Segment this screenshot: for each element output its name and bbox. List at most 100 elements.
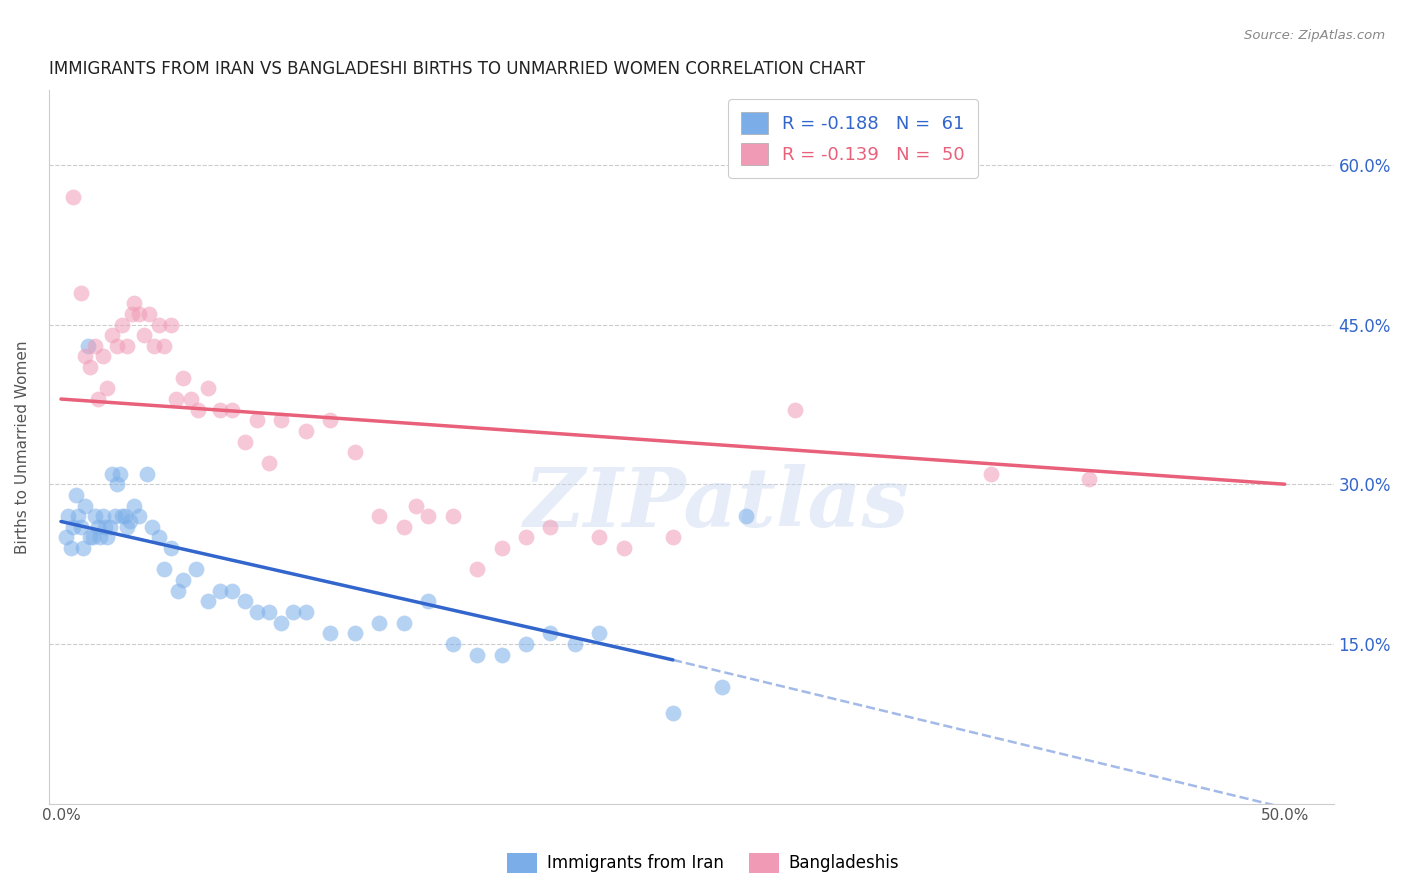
Point bbox=[343, 626, 366, 640]
Point bbox=[257, 456, 280, 470]
Point bbox=[392, 615, 415, 630]
Point bbox=[96, 381, 118, 395]
Point bbox=[124, 499, 146, 513]
Point bbox=[118, 515, 141, 529]
Point bbox=[111, 318, 134, 332]
Point bbox=[111, 509, 134, 524]
Point bbox=[128, 509, 150, 524]
Point bbox=[540, 626, 562, 640]
Point bbox=[294, 424, 316, 438]
Point bbox=[209, 402, 232, 417]
Point bbox=[167, 583, 190, 598]
Point bbox=[197, 594, 219, 608]
Point bbox=[405, 499, 427, 513]
Point bbox=[180, 392, 202, 406]
Point bbox=[138, 307, 160, 321]
Text: ZIPatlas: ZIPatlas bbox=[524, 464, 910, 544]
Point bbox=[105, 339, 128, 353]
Point bbox=[233, 594, 256, 608]
Legend: Immigrants from Iran, Bangladeshis: Immigrants from Iran, Bangladeshis bbox=[501, 847, 905, 880]
Point bbox=[77, 339, 100, 353]
Point bbox=[270, 615, 292, 630]
Point bbox=[441, 637, 464, 651]
Point bbox=[101, 328, 124, 343]
Point bbox=[564, 637, 586, 651]
Point bbox=[86, 520, 108, 534]
Point bbox=[416, 509, 439, 524]
Point bbox=[368, 509, 391, 524]
Point bbox=[246, 605, 269, 619]
Point bbox=[55, 531, 77, 545]
Point bbox=[75, 350, 97, 364]
Point bbox=[160, 541, 183, 555]
Point bbox=[105, 477, 128, 491]
Point bbox=[96, 531, 118, 545]
Point bbox=[613, 541, 636, 555]
Point bbox=[588, 626, 610, 640]
Point bbox=[233, 434, 256, 449]
Point bbox=[135, 467, 157, 481]
Point bbox=[465, 562, 488, 576]
Point bbox=[294, 605, 316, 619]
Point bbox=[101, 467, 124, 481]
Point bbox=[1077, 472, 1099, 486]
Point bbox=[82, 531, 104, 545]
Point bbox=[62, 190, 84, 204]
Point bbox=[662, 706, 685, 720]
Point bbox=[160, 318, 183, 332]
Point bbox=[141, 520, 163, 534]
Y-axis label: Births to Unmarried Women: Births to Unmarried Women bbox=[15, 340, 30, 554]
Point bbox=[143, 339, 166, 353]
Point bbox=[662, 531, 685, 545]
Point bbox=[184, 562, 207, 576]
Point bbox=[441, 509, 464, 524]
Point bbox=[319, 626, 342, 640]
Point bbox=[91, 350, 114, 364]
Point bbox=[187, 402, 209, 417]
Point bbox=[710, 680, 733, 694]
Point bbox=[84, 339, 107, 353]
Point bbox=[343, 445, 366, 459]
Point bbox=[172, 573, 194, 587]
Point bbox=[114, 509, 136, 524]
Point bbox=[491, 648, 513, 662]
Point bbox=[172, 370, 194, 384]
Point bbox=[79, 531, 101, 545]
Point bbox=[72, 541, 94, 555]
Point bbox=[91, 509, 114, 524]
Point bbox=[121, 307, 143, 321]
Point bbox=[152, 339, 174, 353]
Point bbox=[59, 541, 82, 555]
Point bbox=[221, 402, 243, 417]
Point bbox=[98, 520, 121, 534]
Point bbox=[69, 285, 91, 300]
Point bbox=[58, 509, 80, 524]
Point bbox=[86, 392, 108, 406]
Point bbox=[980, 467, 1002, 481]
Point bbox=[368, 615, 391, 630]
Point bbox=[84, 509, 107, 524]
Point bbox=[148, 318, 170, 332]
Point bbox=[515, 531, 537, 545]
Text: IMMIGRANTS FROM IRAN VS BANGLADESHI BIRTHS TO UNMARRIED WOMEN CORRELATION CHART: IMMIGRANTS FROM IRAN VS BANGLADESHI BIRT… bbox=[49, 60, 865, 78]
Point bbox=[79, 360, 101, 375]
Point bbox=[588, 531, 610, 545]
Point bbox=[89, 531, 111, 545]
Point bbox=[270, 413, 292, 427]
Point bbox=[491, 541, 513, 555]
Point bbox=[465, 648, 488, 662]
Point bbox=[416, 594, 439, 608]
Point bbox=[104, 509, 127, 524]
Point bbox=[165, 392, 187, 406]
Point bbox=[152, 562, 174, 576]
Point bbox=[209, 583, 232, 598]
Point bbox=[246, 413, 269, 427]
Legend: R = -0.188   N =  61, R = -0.139   N =  50: R = -0.188 N = 61, R = -0.139 N = 50 bbox=[728, 99, 977, 178]
Point bbox=[67, 509, 90, 524]
Point bbox=[75, 499, 97, 513]
Point bbox=[115, 520, 138, 534]
Point bbox=[94, 520, 117, 534]
Point bbox=[124, 296, 146, 310]
Point bbox=[221, 583, 243, 598]
Point bbox=[257, 605, 280, 619]
